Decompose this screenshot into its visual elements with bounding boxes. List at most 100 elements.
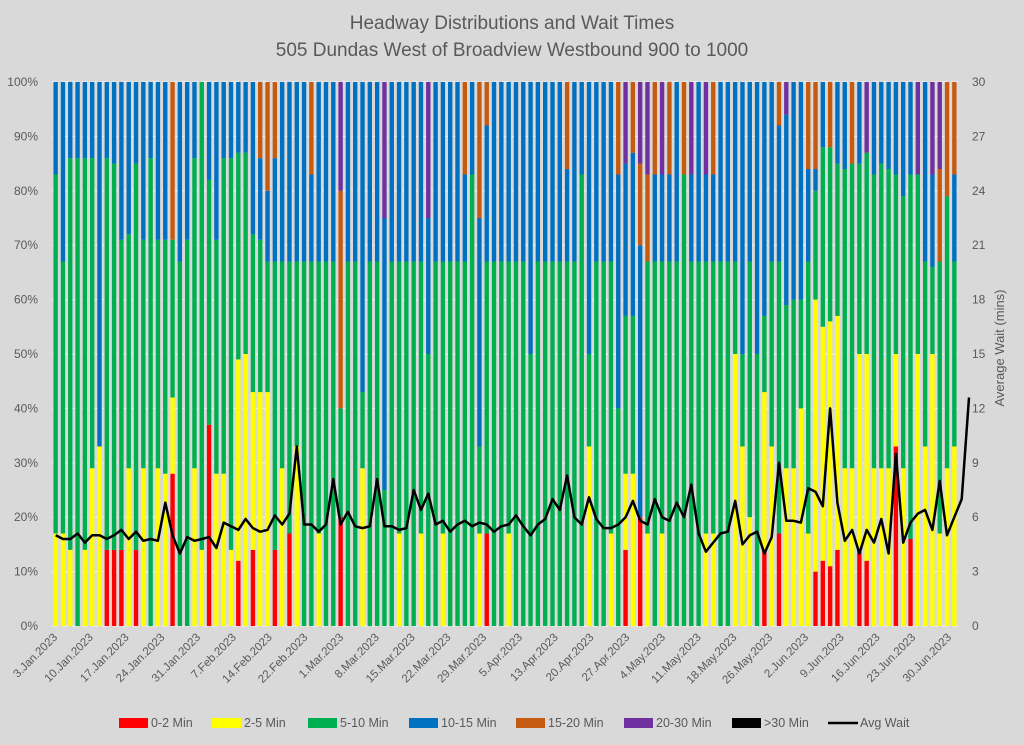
bar-stack bbox=[331, 82, 336, 626]
bar-segment-10-15-min bbox=[148, 82, 153, 159]
legend-swatch bbox=[516, 718, 545, 728]
bar-segment-10-15-min bbox=[674, 82, 679, 262]
bar-segment-2-5-min bbox=[586, 446, 592, 626]
bar-segment-10-15-min bbox=[119, 82, 124, 240]
bar-segment-5-10-min bbox=[345, 261, 351, 626]
bar-segment-5-10-min bbox=[53, 174, 58, 534]
bar-segment-10-15-min bbox=[579, 82, 584, 175]
bar-segment-5-10-min bbox=[462, 261, 468, 626]
bar-segment-10-15-min bbox=[813, 169, 818, 191]
bar-segment-5-10-min bbox=[199, 82, 204, 550]
bar-segment-5-10-min bbox=[601, 261, 606, 626]
y2-tick-label: 24 bbox=[972, 184, 986, 198]
chart-subtitle: 505 Dundas West of Broadview Westbound 9… bbox=[276, 40, 749, 61]
bar-segment-10-15-min bbox=[886, 82, 891, 170]
bar-segment-15-20-min bbox=[338, 190, 343, 409]
bar-segment-10-15-min bbox=[367, 82, 373, 262]
bar-stack bbox=[908, 82, 913, 626]
bar-segment-2-5-min bbox=[827, 321, 833, 567]
bar-segment-0-2-min bbox=[820, 560, 826, 626]
bar-segment-10-15-min bbox=[630, 152, 636, 316]
bar-segment-5-10-min bbox=[177, 261, 183, 626]
bar-stack bbox=[258, 82, 263, 626]
bar-segment-15-20-min bbox=[937, 169, 942, 262]
bar-segment-10-15-min bbox=[345, 82, 351, 262]
y-tick-label: 30% bbox=[14, 456, 38, 470]
bar-segment-5-10-min bbox=[141, 239, 146, 469]
bar-segment-5-10-min bbox=[930, 266, 935, 354]
bar-stack bbox=[279, 82, 285, 626]
bar-stack bbox=[849, 82, 855, 626]
bar-segment-5-10-min bbox=[725, 261, 731, 626]
y2-tick-label: 12 bbox=[972, 401, 986, 415]
bar-segment-10-15-min bbox=[557, 82, 562, 262]
bar-segment-15-20-min bbox=[462, 82, 468, 175]
bar-stack bbox=[155, 82, 161, 626]
bar-segment-5-10-min bbox=[703, 261, 709, 534]
bar-segment-5-10-min bbox=[192, 158, 197, 469]
bar-stack bbox=[192, 82, 197, 626]
bar-segment-2-5-min bbox=[806, 533, 811, 626]
bar-segment-10-15-min bbox=[696, 82, 701, 262]
bar-segment-0-2-min bbox=[133, 549, 139, 626]
bar-segment-10-15-min bbox=[754, 82, 760, 354]
bar-stack bbox=[294, 82, 299, 626]
bar-stack bbox=[586, 82, 592, 626]
bar-segment-2-5-min bbox=[477, 533, 482, 626]
bar-segment-0-2-min bbox=[111, 549, 117, 626]
bar-segment-15-20-min bbox=[265, 82, 270, 191]
bar-segment-20-30-min bbox=[382, 82, 387, 218]
bar-segment-5-10-min bbox=[513, 261, 519, 626]
bar-segment-20-30-min bbox=[623, 82, 628, 164]
bar-stack bbox=[842, 82, 847, 626]
bar-segment-0-2-min bbox=[484, 533, 489, 626]
bar-segment-10-15-min bbox=[901, 82, 906, 197]
bar-segment-10-15-min bbox=[301, 82, 307, 262]
bar-segment-10-15-min bbox=[89, 82, 95, 159]
bar-stack bbox=[725, 82, 731, 626]
bar-segment-2-5-min bbox=[762, 392, 767, 550]
bar-stack bbox=[616, 82, 621, 626]
bar-segment-10-15-min bbox=[287, 82, 292, 262]
bar-segment-15-20-min bbox=[258, 82, 263, 159]
bar-segment-10-15-min bbox=[608, 82, 614, 262]
bar-segment-5-10-min bbox=[784, 305, 789, 469]
bar-segment-5-10-min bbox=[316, 261, 321, 534]
bar-segment-10-15-min bbox=[652, 174, 657, 262]
legend-item: Avg Wait bbox=[828, 716, 910, 730]
bar-segment-10-15-min bbox=[111, 82, 117, 164]
bar-segment-0-2-min bbox=[762, 549, 767, 626]
bar-stack bbox=[382, 82, 387, 626]
legend-label: 10-15 Min bbox=[441, 716, 497, 730]
bar-segment-5-10-min bbox=[754, 354, 760, 626]
bar-segment-5-10-min bbox=[382, 490, 387, 626]
bar-stack bbox=[353, 82, 358, 626]
bar-stack bbox=[374, 82, 380, 626]
bar-segment-20-30-min bbox=[645, 82, 650, 175]
bar-segment-2-5-min bbox=[813, 299, 818, 572]
bar-segment-0-2-min bbox=[813, 571, 818, 626]
bar-segment-2-5-min bbox=[214, 473, 219, 626]
bar-segment-10-15-min bbox=[506, 82, 511, 262]
bar-segment-20-30-min bbox=[703, 82, 709, 175]
bar-segment-2-5-min bbox=[53, 533, 58, 626]
bar-segment-10-15-min bbox=[550, 82, 555, 262]
bar-segment-5-10-min bbox=[309, 261, 314, 626]
bar-segment-5-10-min bbox=[338, 408, 343, 518]
bar-segment-10-15-min bbox=[879, 82, 884, 164]
bar-stack bbox=[433, 82, 438, 626]
bar-segment-10-15-min bbox=[491, 82, 497, 262]
bar-stack bbox=[776, 82, 782, 626]
bar-segment-5-10-min bbox=[572, 261, 577, 626]
bar-segment-15-20-min bbox=[681, 82, 687, 175]
bar-segment-5-10-min bbox=[586, 354, 592, 447]
bar-stack bbox=[367, 82, 373, 626]
y-axis-left: 0% 10% 20% 30% 40% 50% 60% 70% 80% 90% 100% bbox=[7, 75, 38, 633]
y-tick-label: 90% bbox=[14, 129, 38, 143]
bar-segment-2-5-min bbox=[784, 468, 789, 626]
bar-segment-5-10-min bbox=[367, 261, 373, 626]
bar-segment-0-2-min bbox=[170, 473, 175, 626]
bar-segment-5-10-min bbox=[630, 315, 636, 474]
bar-segment-20-30-min bbox=[784, 82, 789, 115]
bar-stack bbox=[469, 82, 475, 627]
